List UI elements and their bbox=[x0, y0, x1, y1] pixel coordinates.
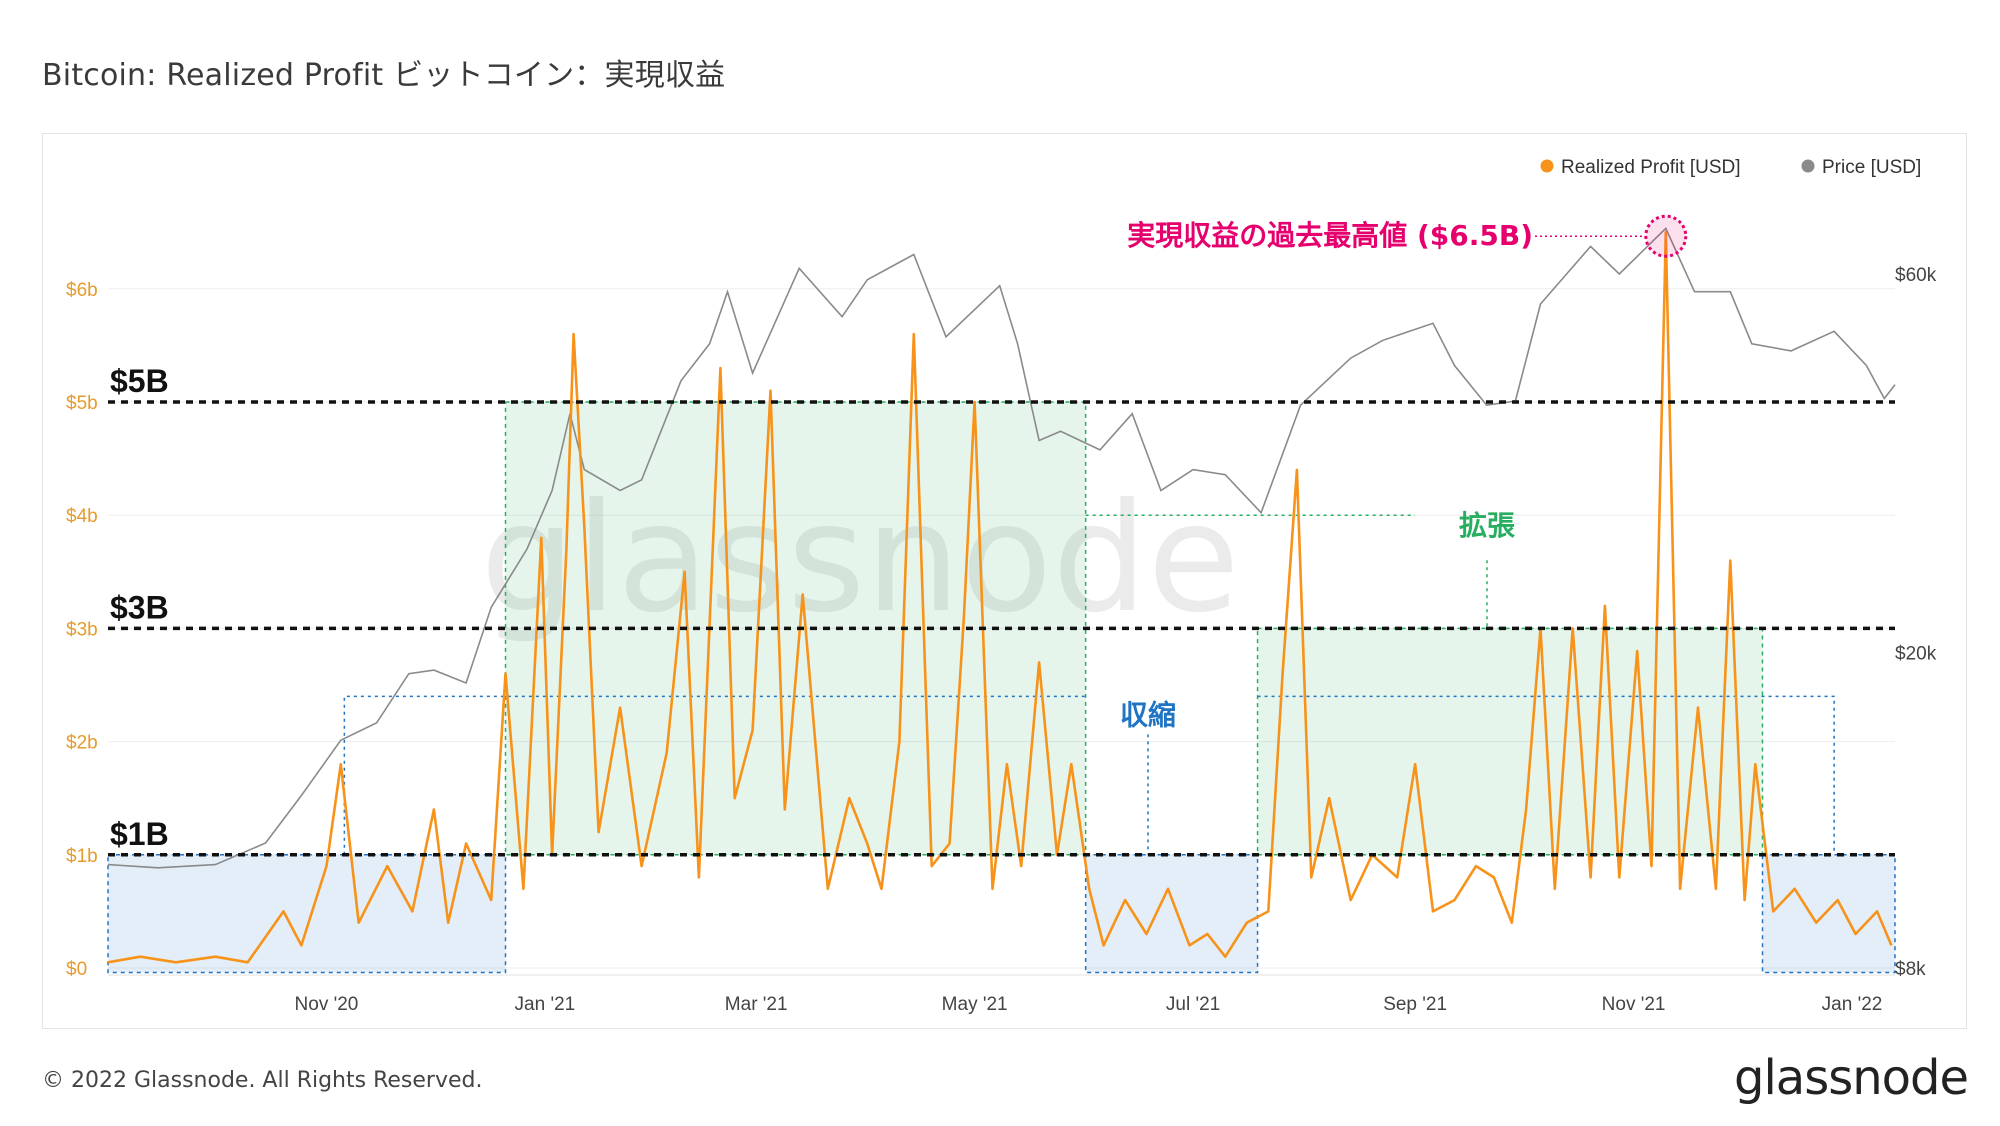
x-tick-label: May '21 bbox=[942, 994, 1008, 1015]
x-tick-label: Jul '21 bbox=[1166, 994, 1220, 1015]
x-tick-label: Nov '20 bbox=[295, 994, 359, 1015]
y-left-tick-label: $5b bbox=[66, 393, 98, 414]
ath-label: 実現収益の過去最高値 ($6.5B) bbox=[1127, 219, 1533, 252]
legend: Realized Profit [USD] Price [USD] bbox=[1540, 157, 1921, 178]
realized-profit-line bbox=[107, 230, 1893, 964]
x-tick-label: Jan '21 bbox=[515, 994, 576, 1015]
contraction-box bbox=[1761, 854, 1896, 974]
watermark: glassnode bbox=[480, 472, 1239, 646]
y-right-ticks: $8k $20k $60k bbox=[1895, 265, 1937, 980]
contraction-bracket bbox=[343, 695, 1086, 855]
y-right-tick-label: $60k bbox=[1895, 265, 1937, 286]
x-tick-label: Sep '21 bbox=[1383, 994, 1447, 1015]
x-tick-label: Nov '21 bbox=[1602, 994, 1666, 1015]
footer-logo: glassnode bbox=[1733, 1050, 1969, 1106]
y-left-tick-label: $6b bbox=[66, 280, 98, 301]
chart-title: Bitcoin: Realized Profit ビットコイン：実現収益 bbox=[42, 58, 726, 93]
y-left-tick-label: $0 bbox=[66, 959, 87, 980]
price-line bbox=[107, 227, 1896, 869]
y-left-tick-label: $2b bbox=[66, 733, 98, 754]
legend-marker bbox=[1540, 159, 1554, 173]
level-label: $3B bbox=[110, 589, 169, 625]
legend-label: Price [USD] bbox=[1822, 157, 1921, 178]
legend-label: Realized Profit [USD] bbox=[1561, 157, 1741, 178]
contraction-label: 収縮 bbox=[1120, 698, 1176, 731]
y-right-tick-label: $20k bbox=[1895, 643, 1937, 664]
contraction-box bbox=[1084, 854, 1259, 974]
y-left-tick-label: $3b bbox=[66, 619, 98, 640]
chart-frame bbox=[42, 133, 1967, 1029]
x-tick-label: Jan '22 bbox=[1822, 994, 1883, 1015]
y-left-tick-label: $4b bbox=[66, 506, 98, 527]
level-label: $1B bbox=[110, 816, 169, 852]
expansion-label: 拡張 bbox=[1459, 509, 1515, 542]
ath-marker bbox=[1644, 214, 1688, 258]
level-lines: $5B $3B $1B bbox=[108, 363, 1895, 857]
legend-marker bbox=[1801, 159, 1815, 173]
y-left-ticks: $0 $1b $2b $3b $4b $5b $6b bbox=[66, 280, 98, 980]
contraction-box bbox=[107, 854, 507, 974]
y-left-tick-label: $1b bbox=[66, 846, 98, 867]
level-label: $5B bbox=[110, 363, 169, 399]
x-ticks: Nov '20 Jan '21 Mar '21 May '21 Jul '21 Sep '… bbox=[295, 994, 1883, 1015]
x-tick-label: Mar '21 bbox=[725, 994, 788, 1015]
contraction-bracket bbox=[1257, 695, 1835, 855]
y-right-tick-label: $8k bbox=[1895, 959, 1926, 980]
footer-copyright: © 2022 Glassnode. All Rights Reserved. bbox=[42, 1068, 483, 1093]
